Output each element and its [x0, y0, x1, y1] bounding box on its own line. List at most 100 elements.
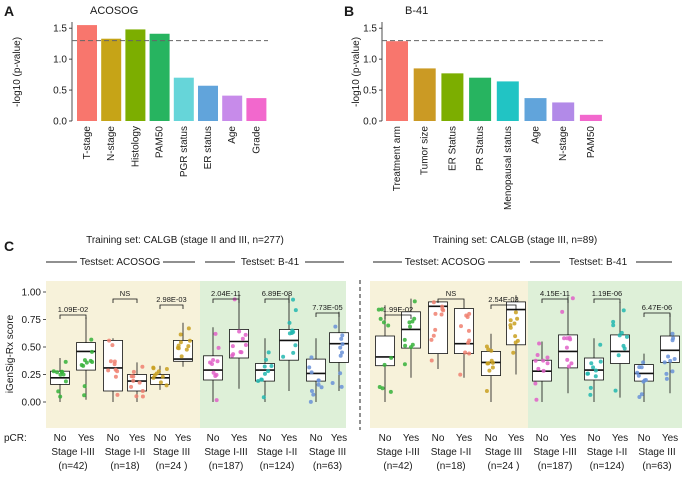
c-left-xlabel-8: No [259, 433, 272, 444]
panel-a-bar-1 [101, 38, 122, 121]
c-left-group-label-2: Stage III [153, 447, 190, 458]
panel-b-bar-7 [579, 114, 602, 121]
c-right-point-11-3 [670, 369, 675, 374]
panel-b-bar-5 [524, 98, 547, 121]
c-left-point-8-8 [262, 371, 267, 376]
panel-b-ytick-label-0: 0.0 [363, 117, 377, 128]
panel-a-letter: A [4, 3, 14, 19]
c-left-point-7-9 [238, 349, 243, 354]
c-left-bracket-0 [59, 314, 87, 319]
c-right-point-9-9 [624, 334, 629, 339]
c-right-xlabel-6: No [536, 433, 549, 444]
c-left-point-11-8 [339, 384, 344, 389]
c-left-point-6-9 [216, 345, 221, 350]
c-left-xlabel-0: No [54, 433, 67, 444]
c-right-point-8-1 [593, 368, 598, 373]
c-left-point-8-2 [261, 395, 266, 400]
panel-b-bar-3 [469, 77, 492, 121]
c-left-point-10-2 [319, 385, 324, 390]
c-left-point-8-5 [266, 350, 271, 355]
c-right-bracket-5 [643, 312, 671, 317]
c-right-point-2-9 [433, 327, 438, 332]
c-left-xlabel-1: Yes [78, 433, 94, 444]
c-left-point-6-1 [211, 357, 216, 362]
c-right-point-1-4 [412, 299, 417, 304]
c-right-bracket-4 [593, 298, 621, 303]
c-left-point-1-6 [82, 393, 87, 398]
c-right-point-2-7 [439, 312, 444, 317]
c-right-point-1-5 [410, 319, 415, 324]
c-left-point-2-6 [115, 369, 120, 374]
c-right-point-8-9 [589, 361, 594, 366]
panel-b-ytick-label-1: 0.5 [363, 86, 377, 97]
c-right-point-11-0 [672, 356, 677, 361]
panel-b-xlabel-3: PR Status [475, 126, 486, 171]
c-left-group-n-0: (n=42) [58, 461, 87, 472]
c-right-point-6-2 [534, 397, 539, 402]
c-right-point-8-3 [598, 342, 603, 347]
c-right-point-6-4 [536, 366, 541, 371]
c-left-pvalue-0: 1.09E-02 [58, 305, 88, 314]
c-right-point-7-8 [560, 309, 565, 314]
panel-b-bar-2 [441, 73, 464, 121]
c-left-point-0-5 [51, 369, 56, 374]
c-ytick-label-3: 0.75 [22, 315, 42, 326]
c-left-point-7-1 [230, 353, 235, 358]
c-left-xlabel-4: No [154, 433, 167, 444]
c-left-point-5-5 [187, 338, 192, 343]
c-left-point-1-9 [82, 358, 87, 363]
panel-b-bars [386, 41, 602, 121]
c-right-group-label-4: Stage I-II [587, 447, 628, 458]
c-right-point-8-7 [588, 392, 593, 397]
c-left-point-9-1 [293, 308, 298, 313]
panel-b-xlabel-0: Treatment arm [392, 126, 403, 191]
panel-c-right-plot: 1.99E-02 NS 2.54E-03 4.15E-11 1.19E-06 6.47E-… [375, 289, 680, 402]
c-left-point-1-3 [89, 337, 94, 342]
c-left-pvalue-3: 2.04E-11 [211, 289, 241, 298]
c-right-point-9-2 [613, 388, 618, 393]
c-right-acosog-bg [370, 281, 528, 428]
c-right-group-label-0: Stage I-III [376, 447, 419, 458]
c-left-acosog-label: Testset: ACOSOG [80, 257, 161, 268]
c-left-point-4-1 [164, 383, 169, 388]
c-right-xlabel-5: Yes [508, 433, 524, 444]
c-right-point-10-1 [639, 392, 644, 397]
panel-b-xlabel-6: N-stage [558, 126, 569, 161]
c-left-box-7 [229, 328, 249, 359]
c-right-xlabel-4: No [485, 433, 498, 444]
c-right-point-7-5 [567, 335, 572, 340]
c-right-group-label-3: Stage I-III [533, 447, 576, 458]
c-right-acosog-label: Testset: ACOSOG [405, 257, 486, 268]
c-right-point-5-8 [513, 310, 518, 315]
c-right-point-0-6 [389, 355, 394, 360]
c-left-point-4-4 [160, 374, 165, 379]
c-right-bracket-2 [490, 304, 517, 309]
c-left-point-2-7 [115, 392, 120, 397]
c-right-xlabel-7: Yes [560, 433, 576, 444]
c-right-xlabel-2: No [432, 433, 445, 444]
c-right-point-5-0 [512, 321, 517, 326]
c-left-point-6-2 [214, 372, 219, 377]
c-right-xlabel-11: Yes [662, 433, 678, 444]
c-right-xlabel-3: Yes [456, 433, 472, 444]
c-left-point-11-2 [338, 345, 343, 350]
c-left-point-9-6 [291, 350, 296, 355]
panel-b-y-ticks: 0.0 0.5 1.0 1.5 [363, 24, 382, 128]
c-left-point-3-4 [129, 384, 134, 389]
c-left-point-2-1 [110, 343, 115, 348]
c-left-point-2-4 [113, 374, 118, 379]
c-left-point-0-9 [63, 359, 68, 364]
c-right-bracket-0 [384, 314, 412, 319]
c-right-point-10-8 [641, 360, 646, 365]
panel-b-ytick-label-2: 1.0 [363, 55, 377, 66]
c-right-xlabel-9: Yes [612, 433, 628, 444]
c-left-point-7-7 [243, 332, 248, 337]
c-right-point-6-3 [545, 361, 550, 366]
c-left-point-1-2 [90, 359, 95, 364]
c-right-pvalue-1: NS [446, 289, 456, 298]
panel-a-y-ticks: 0.0 0.5 1.0 1.5 [53, 24, 72, 128]
c-left-point-6-5 [210, 362, 215, 367]
c-left-point-5-8 [184, 347, 189, 352]
c-left-pvalue-4: 6.89E-08 [262, 289, 292, 298]
